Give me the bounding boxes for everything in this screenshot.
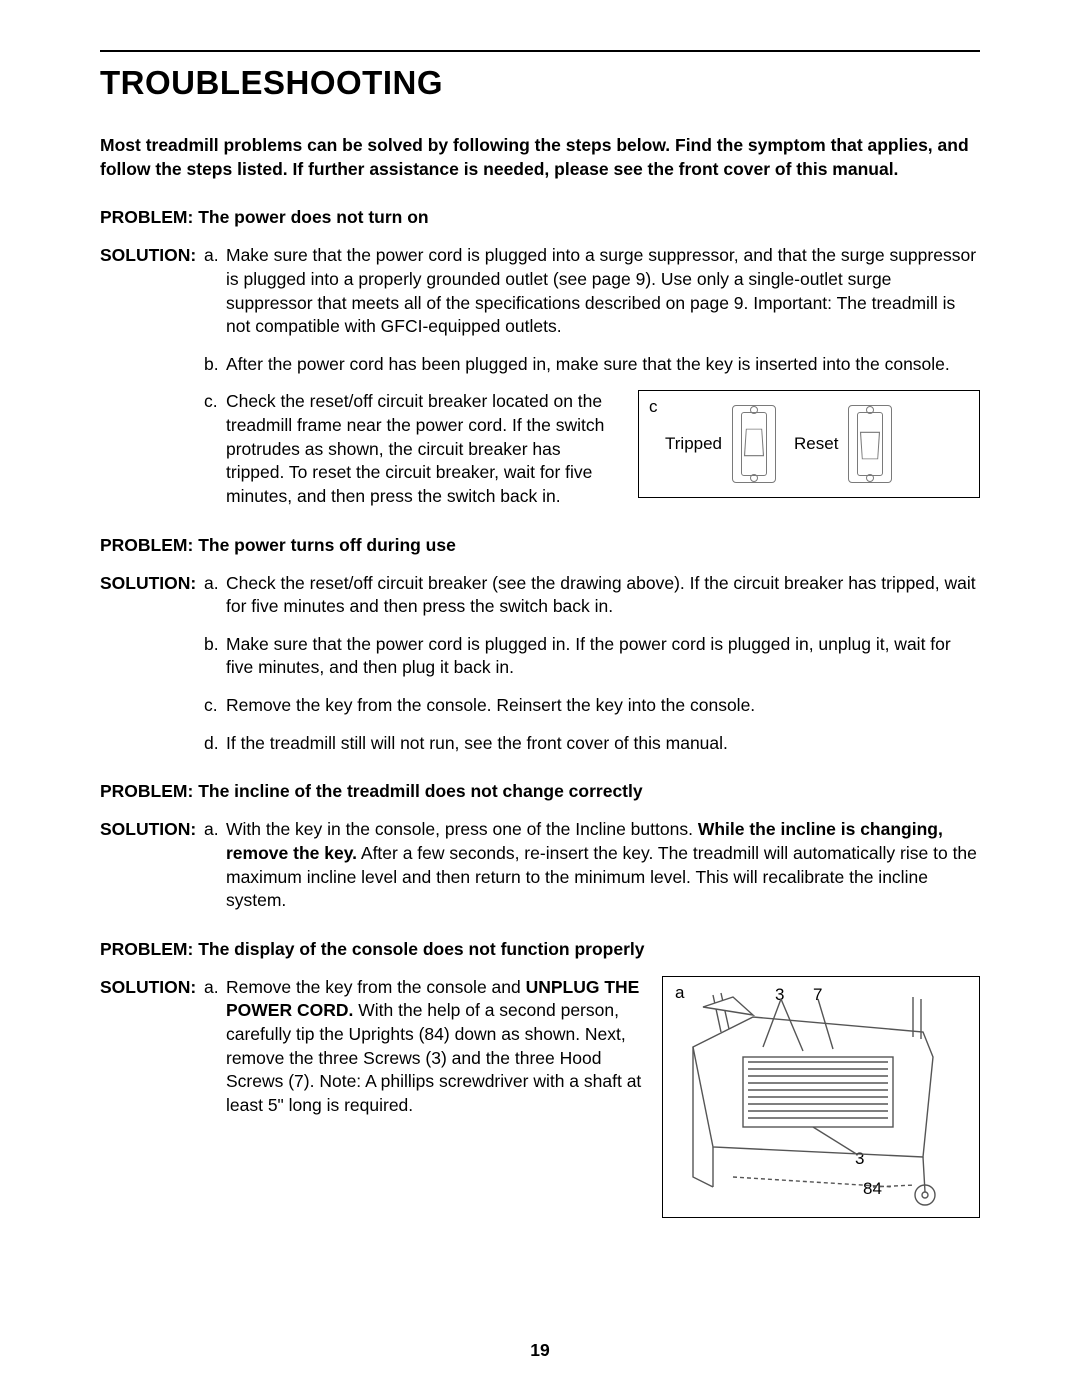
reset-label: Reset — [794, 434, 838, 454]
solution-letter: b. — [204, 353, 226, 377]
solution-letter: d. — [204, 732, 226, 756]
problem-4-heading: PROBLEM: The display of the console does… — [100, 939, 980, 960]
solution-2c-text: Remove the key from the console. Reinser… — [226, 694, 980, 718]
problem-label: PROBLEM: — [100, 207, 193, 227]
solution-letter: a. — [204, 976, 226, 1118]
solution-2d-text: If the treadmill still will not run, see… — [226, 732, 980, 756]
solution-label: SOLUTION: — [100, 818, 204, 913]
problem-1-text: The power does not turn on — [198, 207, 428, 227]
reset-group: Reset — [794, 405, 892, 483]
solution-1a: SOLUTION: a. Make sure that the power co… — [100, 244, 980, 339]
page-number: 19 — [0, 1340, 1080, 1361]
page-title: TROUBLESHOOTING — [100, 64, 980, 102]
problem-2-text: The power turns off during use — [198, 535, 456, 555]
problem-3-solutions: SOLUTION: a. With the key in the console… — [100, 818, 980, 913]
problem-label: PROBLEM: — [100, 939, 193, 959]
intro-paragraph: Most treadmill problems can be solved by… — [100, 134, 980, 181]
page: TROUBLESHOOTING Most treadmill problems … — [0, 0, 1080, 1218]
figure-a-treadmill: a 3 7 3 84 — [662, 976, 980, 1218]
tripped-group: Tripped — [665, 405, 776, 483]
problem-label: PROBLEM: — [100, 781, 193, 801]
solution-3a-text: With the key in the console, press one o… — [226, 818, 980, 913]
switch-reset-icon — [848, 405, 892, 483]
solution-1c-row: c. Check the reset/off circuit breaker l… — [100, 390, 980, 508]
solution-letter: a. — [204, 818, 226, 913]
figure-c-label: c — [649, 397, 658, 417]
solution-4a-text: Remove the key from the console and UNPL… — [226, 976, 642, 1118]
solution-1c: c. Check the reset/off circuit breaker l… — [100, 390, 618, 508]
problem-1-heading: PROBLEM: The power does not turn on — [100, 207, 980, 228]
solution-letter: c. — [204, 390, 226, 508]
problem-4-text: The display of the console does not func… — [198, 939, 644, 959]
solution-1a-text: Make sure that the power cord is plugged… — [226, 244, 980, 339]
top-rule — [100, 50, 980, 52]
solution-2d: d. If the treadmill still will not run, … — [100, 732, 980, 756]
problem-2-solutions: SOLUTION: a. Check the reset/off circuit… — [100, 572, 980, 756]
solution-letter: b. — [204, 633, 226, 680]
solution-2b: b. Make sure that the power cord is plug… — [100, 633, 980, 680]
solution-1b-text: After the power cord has been plugged in… — [226, 353, 980, 377]
solution-2a-text: Check the reset/off circuit breaker (see… — [226, 572, 980, 619]
solution-label: SOLUTION: — [100, 572, 204, 619]
solution-letter: a. — [204, 244, 226, 339]
solution-4a-row: SOLUTION: a. Remove the key from the con… — [100, 976, 980, 1218]
solution-1c-text: Check the reset/off circuit breaker loca… — [226, 390, 618, 508]
solution-2c: c. Remove the key from the console. Rein… — [100, 694, 980, 718]
solution-1b: b. After the power cord has been plugged… — [100, 353, 980, 377]
solution-label: SOLUTION: — [100, 244, 204, 339]
solution-3a: SOLUTION: a. With the key in the console… — [100, 818, 980, 913]
solution-letter: c. — [204, 694, 226, 718]
solution-label: SOLUTION: — [100, 976, 204, 1118]
problem-3-text: The incline of the treadmill does not ch… — [198, 781, 642, 801]
tripped-label: Tripped — [665, 434, 722, 454]
problem-3-heading: PROBLEM: The incline of the treadmill do… — [100, 781, 980, 802]
solution-2a: SOLUTION: a. Check the reset/off circuit… — [100, 572, 980, 619]
figure-c-circuit-breaker: c Tripped Reset — [638, 390, 980, 498]
problem-label: PROBLEM: — [100, 535, 193, 555]
problem-1-solutions: SOLUTION: a. Make sure that the power co… — [100, 244, 980, 508]
solution-4a: SOLUTION: a. Remove the key from the con… — [100, 976, 642, 1118]
problem-4-solutions: SOLUTION: a. Remove the key from the con… — [100, 976, 980, 1218]
switch-tripped-icon — [732, 405, 776, 483]
problem-2-heading: PROBLEM: The power turns off during use — [100, 535, 980, 556]
solution-2b-text: Make sure that the power cord is plugged… — [226, 633, 980, 680]
treadmill-diagram-icon — [663, 977, 980, 1218]
solution-letter: a. — [204, 572, 226, 619]
